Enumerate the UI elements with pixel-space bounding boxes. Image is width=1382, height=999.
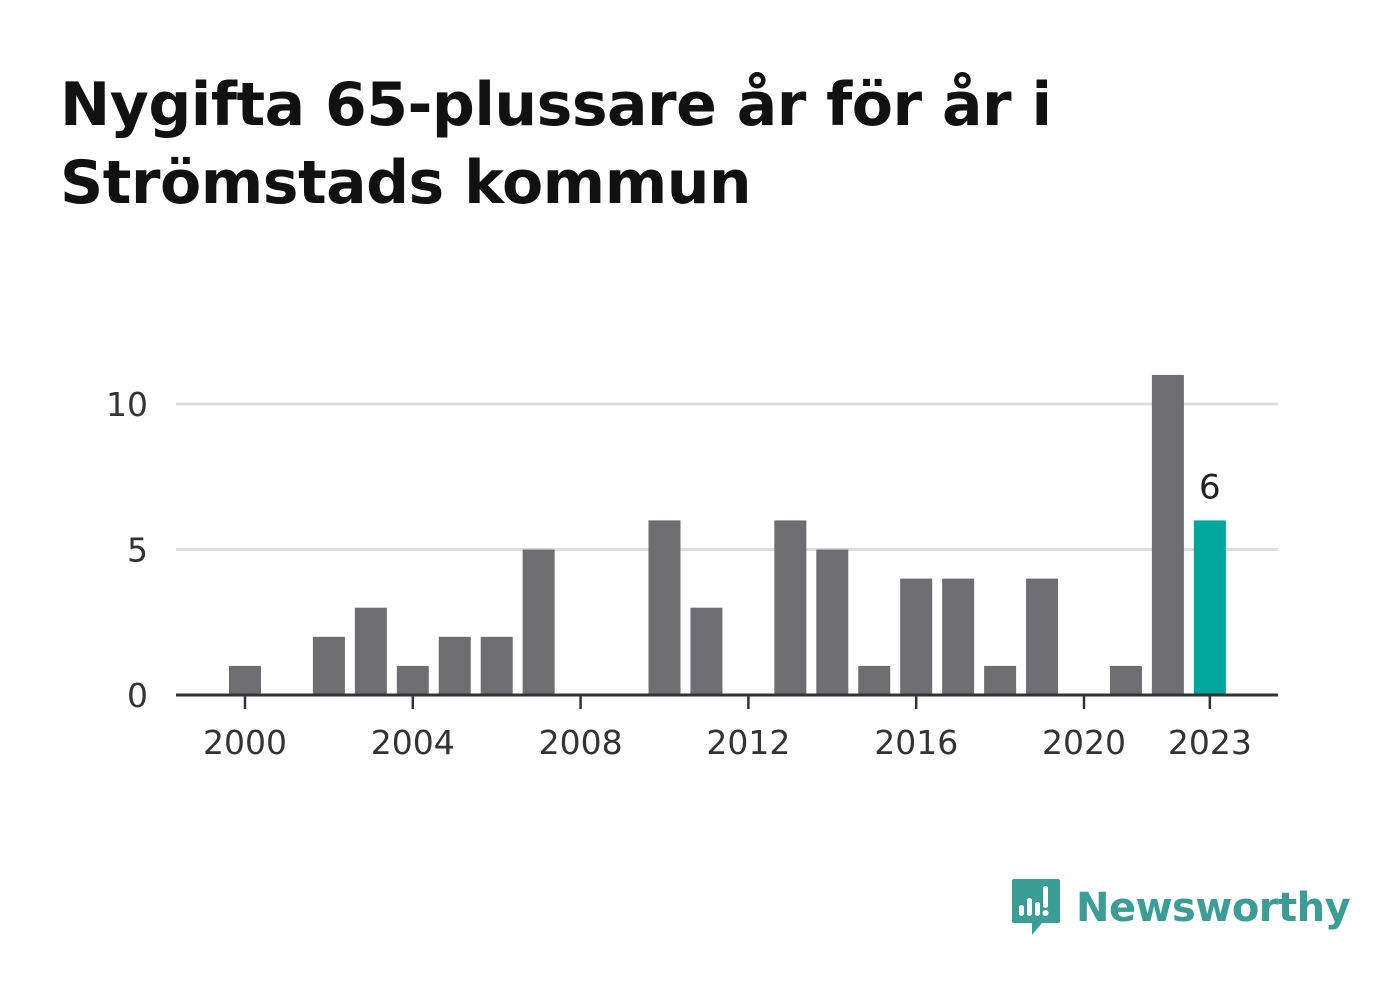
- bar: [1026, 578, 1059, 695]
- y-tick-label: 0: [127, 676, 148, 715]
- x-tick-label: 2000: [203, 723, 287, 762]
- x-tick-label: 2004: [371, 723, 455, 762]
- x-tick-label: 2016: [874, 723, 958, 762]
- x-tick-label: 2020: [1042, 723, 1126, 762]
- bar: [354, 607, 387, 695]
- bar: [229, 665, 261, 695]
- bars: [229, 374, 1226, 695]
- x-tick-label: 2008: [539, 723, 623, 762]
- brand-name: Newsworthy: [1076, 885, 1351, 931]
- bar: [438, 636, 471, 695]
- y-tick-label: 5: [127, 531, 148, 570]
- highlight-value-label: 6: [1199, 467, 1221, 507]
- bar: [312, 636, 345, 695]
- bar: [690, 607, 723, 695]
- bar: [984, 665, 1017, 695]
- bar: [480, 636, 513, 695]
- axes: [176, 693, 1278, 709]
- bar: [858, 665, 891, 695]
- bar: [942, 578, 975, 695]
- bar: [900, 578, 933, 695]
- bar: [396, 665, 429, 695]
- bar: [816, 549, 849, 695]
- bar-highlight: [1193, 520, 1226, 695]
- bar: [1109, 665, 1142, 695]
- chart-title: Nygifta 65-plussare år för år i Strömsta…: [60, 70, 1052, 218]
- x-tick-label: 2023: [1168, 723, 1252, 762]
- labels: 0 5 10 2000 2004 2008 2012 2016 2020 2023 6: [106, 385, 1252, 762]
- y-tick-label: 10: [106, 385, 148, 424]
- grid-lines: [176, 402, 1278, 551]
- bar: [522, 549, 555, 695]
- bar: [774, 520, 807, 695]
- bar: [648, 520, 681, 695]
- newsworthy-logo-icon: [1012, 879, 1060, 935]
- newsworthy-logo: Newsworthy: [1010, 876, 1351, 940]
- bar: [1151, 374, 1184, 695]
- x-tick-label: 2012: [706, 723, 790, 762]
